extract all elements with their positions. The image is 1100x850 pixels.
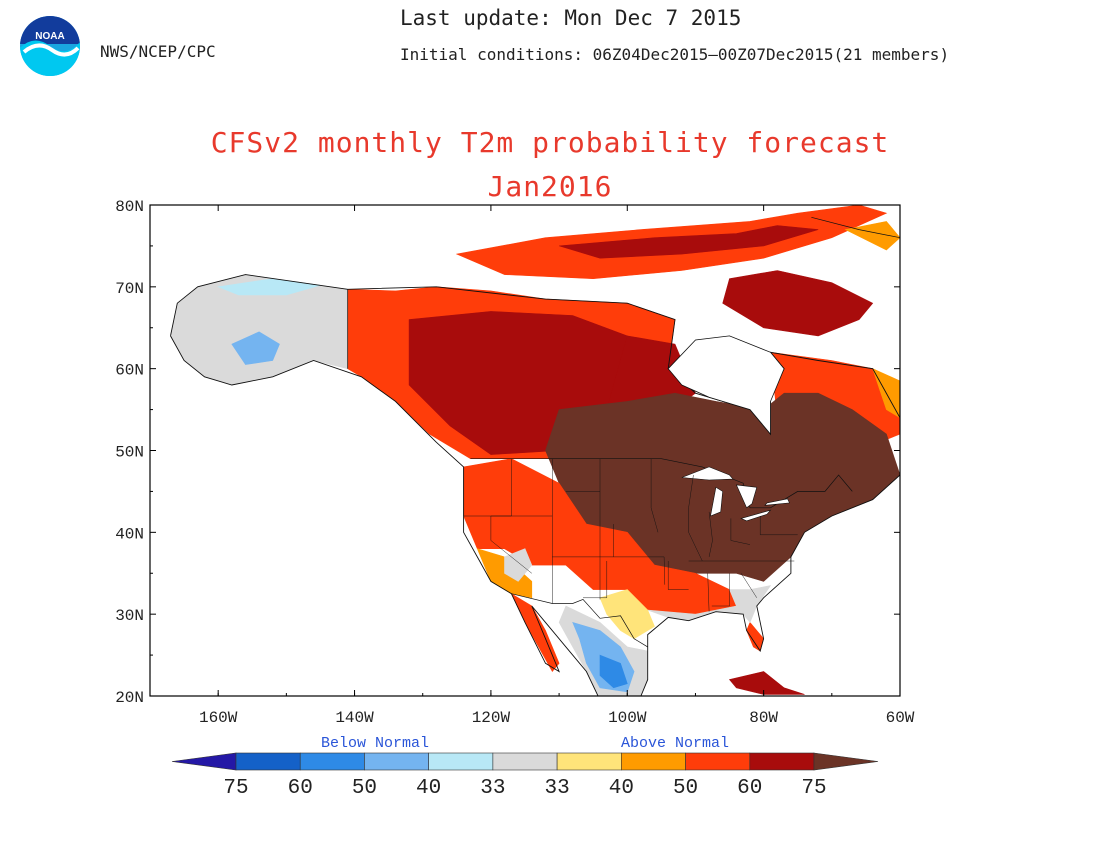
region-alaska-below-normal bbox=[231, 331, 280, 365]
state-line-15 bbox=[740, 573, 757, 598]
agency-label: NWS/NCEP/CPC bbox=[100, 42, 216, 61]
legend-number: 60 bbox=[288, 777, 313, 800]
state-line-8 bbox=[688, 474, 703, 562]
lon-label: 100W bbox=[608, 709, 647, 727]
chart-title: CFSv2 monthly T2m probability forecast bbox=[210, 126, 890, 159]
hudson-bay bbox=[667, 335, 785, 436]
lake-michigan bbox=[710, 486, 724, 517]
lake-erie bbox=[740, 509, 772, 522]
legend-swatch-a40 bbox=[556, 752, 622, 771]
legend-number: 40 bbox=[609, 777, 634, 800]
legend-number: 33 bbox=[480, 777, 505, 800]
lat-label: 60N bbox=[115, 362, 144, 380]
legend-number: 50 bbox=[673, 777, 698, 800]
region-alaska-north-slope-below bbox=[217, 278, 321, 296]
legend-number: 60 bbox=[737, 777, 762, 800]
state-line-9 bbox=[708, 511, 713, 557]
lat-label: 50N bbox=[115, 444, 144, 462]
state-line-3 bbox=[650, 458, 659, 533]
lon-label: 160W bbox=[199, 709, 238, 727]
legend-number: 33 bbox=[545, 777, 570, 800]
noaa-logo-icon: NOAA bbox=[20, 16, 80, 76]
region-texas-above bbox=[599, 589, 655, 640]
us-canada-border bbox=[470, 458, 853, 509]
coastline bbox=[170, 274, 900, 696]
legend-swatch-a50 bbox=[621, 752, 686, 771]
lon-label: 80W bbox=[749, 709, 778, 727]
state-line-10 bbox=[730, 518, 751, 545]
state-line-13 bbox=[707, 573, 710, 612]
legend-number: 40 bbox=[416, 777, 441, 800]
legend-number: 50 bbox=[352, 777, 377, 800]
chart-subtitle: Jan2016 bbox=[487, 170, 613, 203]
state-line-16 bbox=[667, 561, 689, 590]
legend-swatch-near bbox=[492, 752, 558, 771]
initial-conditions: Initial conditions: 06Z04Dec2015–00Z07De… bbox=[400, 45, 950, 64]
legend-swatch-b75 bbox=[171, 752, 237, 771]
state-line-4 bbox=[613, 524, 666, 585]
state-line-14 bbox=[711, 573, 730, 607]
legend-swatch-b33 bbox=[428, 752, 494, 771]
lat-label: 40N bbox=[115, 525, 144, 543]
lon-label: 120W bbox=[472, 709, 511, 727]
logo-text: NOAA bbox=[35, 31, 64, 42]
last-update: Last update: Mon Dec 7 2015 bbox=[400, 6, 742, 30]
legend-swatch-a75p bbox=[813, 752, 879, 771]
legend-swatch-a75 bbox=[749, 752, 815, 771]
us-mexico-border bbox=[511, 593, 648, 648]
lon-label: 140W bbox=[335, 709, 374, 727]
region-arctic-islands-core bbox=[559, 225, 819, 259]
lake-ontario bbox=[764, 498, 790, 506]
lon-label: 60W bbox=[886, 709, 915, 727]
legend-swatch-b40 bbox=[364, 752, 429, 771]
legend-swatch-b60 bbox=[235, 752, 301, 771]
region-florida-above bbox=[746, 621, 764, 652]
lake-huron bbox=[735, 484, 758, 509]
lat-label: 80N bbox=[115, 198, 144, 216]
legend-swatch-a60 bbox=[685, 752, 751, 771]
state-line-11 bbox=[759, 516, 798, 536]
region-baffin-above bbox=[722, 270, 874, 337]
above-normal-label: Above Normal bbox=[621, 735, 729, 752]
below-normal-label: Below Normal bbox=[321, 735, 429, 752]
legend-number: 75 bbox=[223, 777, 248, 800]
lat-label: 70N bbox=[115, 280, 144, 298]
legend-swatch-b50 bbox=[299, 752, 365, 771]
greenland-coast bbox=[811, 216, 900, 239]
region-caribbean-above bbox=[728, 671, 805, 695]
region-mexico-below-50 bbox=[599, 654, 628, 689]
lat-label: 30N bbox=[115, 607, 144, 625]
region-greenland-edge-above bbox=[844, 221, 900, 251]
lat-label: 20N bbox=[115, 689, 144, 707]
lake-superior bbox=[681, 466, 734, 481]
state-line-17 bbox=[583, 561, 608, 599]
legend-number: 75 bbox=[801, 777, 826, 800]
